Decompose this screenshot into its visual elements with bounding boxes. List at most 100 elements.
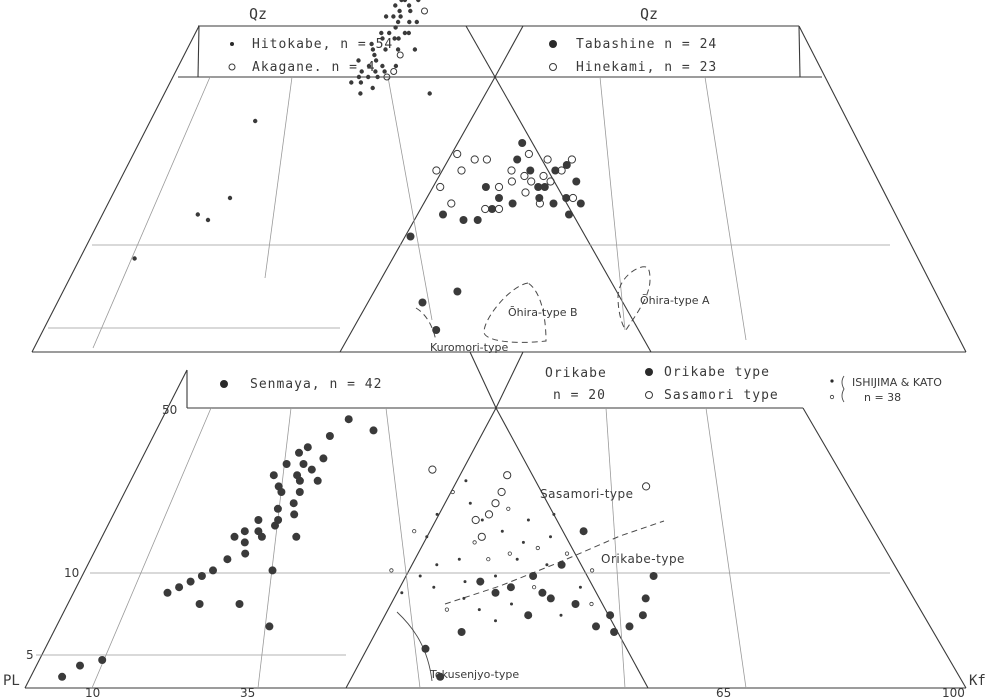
boundary-sasamori-orikabe: Sasamori-type Orikabe-type bbox=[444, 487, 685, 605]
data-point-lower-left bbox=[290, 510, 299, 519]
data-point-lower-right bbox=[642, 482, 651, 491]
data-point-lower-right bbox=[557, 560, 566, 569]
data-point-lower-right bbox=[571, 600, 580, 608]
data-point-lower-right bbox=[425, 535, 429, 539]
data-point-lower-left bbox=[58, 672, 67, 681]
data-point-upper-right bbox=[521, 188, 530, 197]
data-point-lower-right bbox=[592, 622, 600, 631]
data-point-upper-left bbox=[406, 30, 411, 36]
legend-akagane: Akagane. n = 4 bbox=[252, 60, 376, 75]
data-point-lower-right bbox=[526, 518, 530, 522]
data-point-upper-left bbox=[375, 74, 380, 80]
data-point-lower-left bbox=[273, 504, 282, 513]
data-point-lower-right bbox=[484, 510, 494, 519]
data-point-upper-left bbox=[358, 80, 364, 85]
annotation-orikabe-type: Orikabe-type bbox=[601, 552, 685, 566]
data-point-lower-left bbox=[240, 538, 249, 547]
data-point-lower-right bbox=[529, 572, 538, 580]
data-point-lower-right bbox=[494, 619, 497, 623]
data-point-upper-left bbox=[356, 74, 362, 80]
data-point-lower-right bbox=[506, 583, 515, 592]
scatter-points bbox=[58, 0, 658, 681]
data-point-lower-right bbox=[559, 613, 563, 617]
annotation-kuromori-type: Kuromori-type bbox=[430, 341, 508, 354]
data-point-lower-left bbox=[265, 622, 274, 631]
bottom-tick-35: 35 bbox=[240, 686, 255, 699]
data-point-upper-right bbox=[432, 326, 441, 334]
annotation-ohira-type-a: Ōhira-type A bbox=[640, 294, 710, 307]
data-point-lower-right bbox=[564, 551, 570, 556]
data-point-upper-left bbox=[395, 47, 401, 52]
data-point-upper-left bbox=[396, 51, 404, 59]
data-point-upper-right bbox=[562, 194, 571, 202]
data-point-lower-right bbox=[552, 512, 556, 516]
data-point-upper-right bbox=[543, 155, 552, 164]
data-point-upper-right bbox=[549, 199, 558, 208]
annotation-ohira-type-b: Ōhira-type B bbox=[508, 306, 578, 319]
data-point-lower-right bbox=[641, 594, 650, 603]
legend-ishijima-kato: ISHIJIMA & KATO n = 38 bbox=[829, 375, 942, 404]
data-point-lower-right bbox=[468, 501, 472, 505]
data-point-upper-right bbox=[418, 298, 427, 307]
bottom-tick-65: 65 bbox=[716, 686, 731, 699]
data-point-upper-left bbox=[408, 8, 413, 14]
data-point-lower-right bbox=[463, 580, 467, 584]
data-point-upper-right bbox=[546, 177, 555, 186]
legend-orikabe: Orikabe n = 20 Orikabe type Sasamori typ… bbox=[545, 365, 779, 403]
legend-tabashine: Tabashine n = 24 bbox=[576, 37, 717, 52]
data-point-lower-left bbox=[209, 566, 217, 575]
data-point-lower-left bbox=[175, 583, 184, 592]
data-point-upper-right bbox=[488, 205, 497, 213]
legend-marker-open-small bbox=[228, 63, 236, 71]
data-point-lower-left bbox=[313, 476, 322, 485]
data-point-lower-left bbox=[195, 600, 204, 608]
data-point-lower-right bbox=[412, 529, 417, 534]
data-point-upper-right bbox=[508, 199, 517, 208]
data-point-lower-right bbox=[480, 518, 484, 522]
data-point-lower-right bbox=[546, 594, 555, 603]
data-point-lower-left bbox=[277, 488, 286, 496]
data-point-lower-right bbox=[421, 644, 430, 653]
data-point-upper-left bbox=[132, 256, 137, 261]
data-point-lower-left bbox=[186, 577, 195, 586]
data-point-upper-left bbox=[358, 91, 363, 96]
legend-sasamori-type: Sasamori type bbox=[664, 388, 779, 403]
data-point-upper-right bbox=[518, 139, 527, 147]
data-point-upper-right bbox=[494, 182, 504, 192]
data-point-upper-left bbox=[427, 91, 432, 96]
data-point-upper-left bbox=[380, 63, 385, 69]
data-point-upper-left bbox=[414, 19, 419, 25]
data-point-upper-right bbox=[551, 166, 560, 175]
data-point-upper-left bbox=[373, 58, 379, 63]
data-point-upper-left bbox=[421, 7, 428, 15]
data-point-upper-right bbox=[473, 216, 482, 224]
field-kuromori-type: Kuromori-type bbox=[415, 307, 508, 354]
data-point-lower-right bbox=[507, 551, 512, 556]
legend-marker-filled bbox=[645, 368, 653, 376]
data-point-upper-right bbox=[436, 182, 445, 192]
data-point-lower-right bbox=[578, 585, 582, 589]
data-point-lower-left bbox=[223, 555, 232, 564]
data-point-lower-right bbox=[625, 622, 634, 631]
data-point-upper-left bbox=[399, 0, 404, 3]
legend-brace bbox=[841, 375, 845, 403]
legend-tabashine-hinekami: Tabashine n = 24 Hinekami, n = 23 bbox=[549, 37, 717, 75]
data-point-lower-left bbox=[295, 448, 303, 457]
data-point-upper-right bbox=[527, 177, 536, 186]
data-point-lower-right bbox=[606, 611, 615, 620]
legend-orikabe-group: Orikabe bbox=[545, 366, 607, 381]
legend-hinekami: Hinekami, n = 23 bbox=[576, 60, 717, 75]
data-point-upper-left bbox=[195, 212, 200, 217]
data-point-lower-right bbox=[432, 585, 436, 589]
data-point-lower-left bbox=[235, 600, 244, 608]
corner-label-kf: Kf bbox=[969, 673, 986, 689]
data-point-lower-left bbox=[76, 661, 84, 670]
data-point-lower-left bbox=[307, 465, 316, 474]
data-point-lower-right bbox=[457, 628, 466, 636]
data-point-lower-right bbox=[472, 540, 477, 545]
data-point-lower-left bbox=[344, 415, 353, 424]
left-tick-10: 10 bbox=[64, 566, 79, 580]
data-point-lower-right bbox=[464, 479, 468, 483]
data-point-upper-left bbox=[387, 30, 392, 36]
